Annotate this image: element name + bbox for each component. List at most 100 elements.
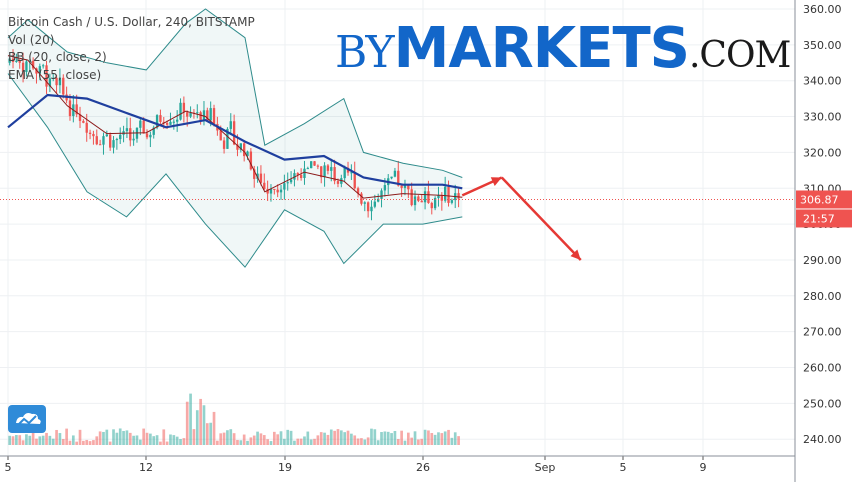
volume-bar (370, 428, 373, 445)
volume-bar (232, 433, 236, 445)
volume-bar (182, 438, 186, 445)
candle-body (179, 102, 182, 120)
candle-body (283, 183, 286, 190)
candle-body (410, 189, 413, 206)
y-tick-label: 350.00 (803, 39, 842, 52)
candle-body (276, 189, 279, 193)
volume-bar (289, 430, 293, 445)
y-tick-label: 250.00 (803, 397, 842, 410)
volume-bar (95, 436, 99, 445)
tradingview-cloud-icon[interactable] (8, 405, 46, 433)
candle-body (8, 58, 11, 63)
candle-body (149, 134, 152, 138)
volume-bar (209, 422, 213, 445)
volume-bar (41, 435, 45, 445)
candle-body (450, 200, 454, 203)
volume-bar (38, 436, 42, 445)
volume-bar (346, 430, 350, 445)
volume-bar (366, 437, 370, 445)
candle-body (313, 161, 316, 166)
candle-body (393, 170, 397, 177)
volume-bar (333, 430, 336, 445)
candle-body (427, 191, 430, 203)
volume-bar (296, 438, 300, 445)
candle-body (15, 60, 18, 62)
candle-body (31, 60, 35, 69)
volume-bar (363, 439, 367, 445)
candle-body (58, 77, 62, 86)
candle-body (400, 185, 403, 188)
volume-bar (169, 434, 172, 445)
volume-bar (159, 441, 162, 445)
candle-body (353, 172, 356, 189)
forecast-arrows (461, 176, 582, 261)
candle-body (75, 104, 78, 115)
volume-bar (339, 430, 343, 445)
candle-body (229, 121, 232, 129)
candle-body (249, 151, 253, 170)
y-tick-label: 270.00 (803, 326, 842, 339)
candle-body (82, 120, 85, 123)
candle-body (366, 202, 370, 212)
volume-bar (118, 428, 122, 445)
candle-body (243, 143, 246, 157)
candle-body (336, 181, 340, 184)
candle-body (219, 130, 222, 141)
candle-body (102, 136, 105, 145)
volume-bar (410, 437, 414, 445)
candle-body (420, 200, 423, 203)
volume-bar (319, 432, 323, 445)
candle-body (155, 115, 159, 128)
candle-body (273, 188, 276, 190)
volume-bar (15, 435, 18, 445)
volume-bar (25, 434, 28, 445)
x-tick-label: 12 (139, 461, 153, 474)
time-tag-label: 21:57 (803, 212, 835, 225)
candle-body (246, 151, 249, 157)
volume-bar (423, 429, 427, 445)
volume-bar (145, 432, 149, 445)
candle-body (199, 112, 202, 121)
forecast-arrow-head (570, 249, 581, 260)
bb-basis-line (7, 55, 463, 199)
indicator-lines (0, 8, 795, 268)
candle-body (52, 77, 55, 79)
watermark-prefix: BY (335, 27, 395, 78)
time-tag (796, 209, 852, 228)
volume-bar (383, 431, 387, 445)
watermark-main: MARKETS (393, 16, 690, 81)
candle-body (11, 58, 15, 62)
candle-body (62, 77, 65, 95)
volume-bar (68, 440, 72, 445)
candle-body (202, 110, 206, 121)
candle-body (129, 128, 132, 141)
candle-body (119, 134, 122, 140)
forecast-arrow-head (490, 177, 502, 186)
volume-bar (88, 441, 92, 445)
volume-bar (313, 438, 316, 445)
x-tick-label: 5 (5, 461, 12, 474)
y-tick-label: 330.00 (803, 111, 842, 124)
candle-body (306, 168, 309, 170)
candle-body (172, 121, 175, 123)
volume-bar (343, 432, 347, 445)
volume-bar (199, 398, 202, 445)
y-tick-label: 280.00 (803, 290, 842, 303)
candle-body (256, 173, 259, 179)
volume-bar (45, 432, 48, 445)
volume-bar (252, 435, 256, 445)
volume-bar (35, 438, 38, 445)
volume-bar (326, 434, 330, 445)
candle-body (132, 138, 135, 141)
volume-bar (48, 435, 52, 445)
volume-bar (360, 438, 363, 445)
legend-bb[interactable]: BB (20, close, 2) (8, 50, 107, 64)
candle-body (437, 195, 440, 199)
candle-body (176, 119, 179, 122)
volume-bar (447, 429, 450, 445)
volume-bar (323, 432, 326, 445)
legend-vol[interactable]: Vol (20) (8, 32, 55, 47)
legend-ema[interactable]: EMA (55, close) (8, 67, 102, 82)
candle-body (316, 165, 320, 167)
volume-bar (105, 429, 109, 445)
